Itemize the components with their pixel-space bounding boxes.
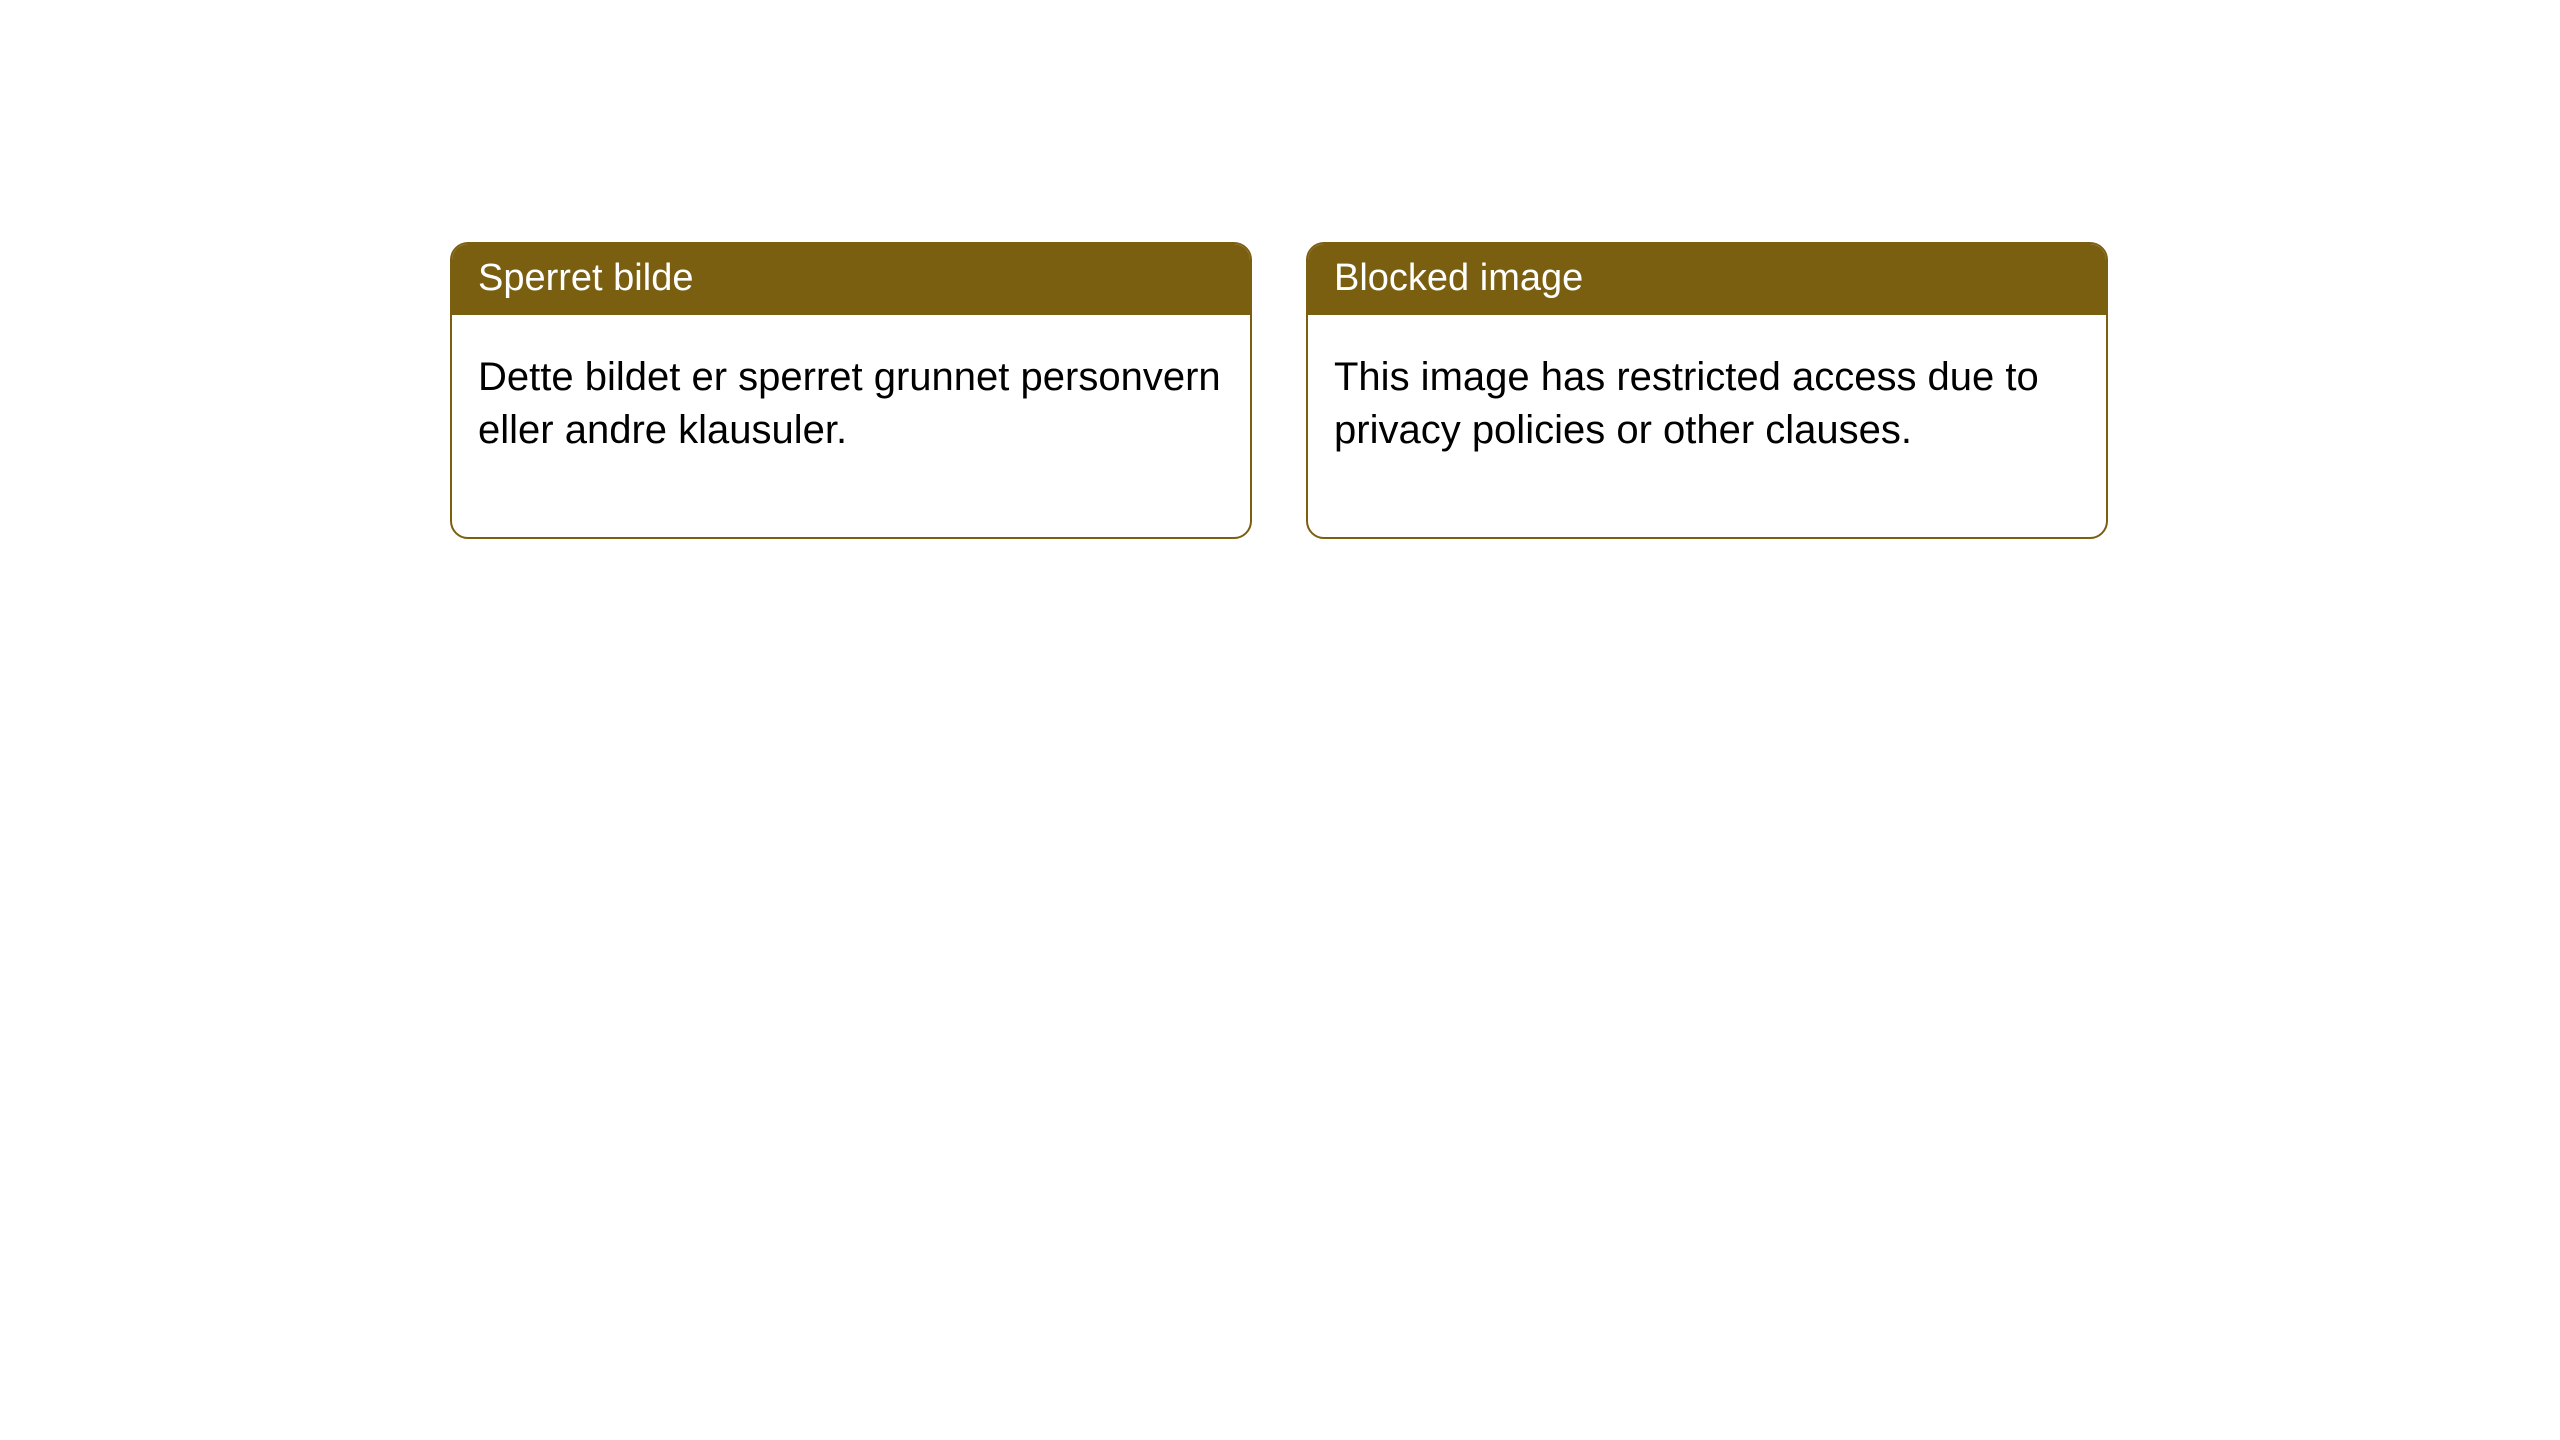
- notice-card-body: This image has restricted access due to …: [1308, 315, 2106, 537]
- notice-card-norwegian: Sperret bilde Dette bildet er sperret gr…: [450, 242, 1252, 539]
- notice-cards-container: Sperret bilde Dette bildet er sperret gr…: [450, 242, 2108, 539]
- notice-card-header: Sperret bilde: [452, 244, 1250, 315]
- notice-card-body: Dette bildet er sperret grunnet personve…: [452, 315, 1250, 537]
- notice-card-header: Blocked image: [1308, 244, 2106, 315]
- notice-card-english: Blocked image This image has restricted …: [1306, 242, 2108, 539]
